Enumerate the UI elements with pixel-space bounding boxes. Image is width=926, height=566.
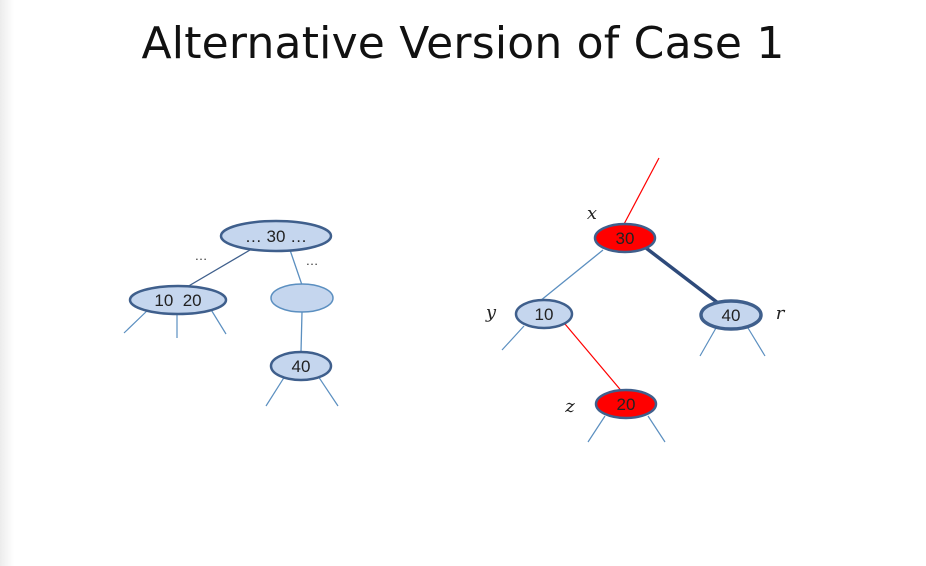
edge-x-to-y [539,249,604,302]
node-empty [270,283,334,313]
leaf-edge [747,327,766,357]
node-40-left-label: 40 [292,357,311,376]
node-x-30: 30 [593,222,657,254]
leaf-edge [587,415,606,443]
edge-x-to-r [644,246,720,305]
right-tree: 30 10 40 20 x y r z [485,157,786,443]
label-r: r [776,303,786,324]
leaf-edge [123,307,151,334]
edge-root-to-empty-node [289,249,303,286]
node-root-30: … 30 … [219,219,333,253]
label-z: z [564,396,575,417]
edge-empty-node-to-40 [300,311,303,353]
node-r-40-label: 40 [722,306,741,325]
leaf-edge [699,327,717,357]
node-40-left: 40 [269,350,333,382]
leaf-edge [209,307,227,335]
label-y: y [485,302,497,323]
leaf-edge [265,375,286,407]
leaf-edge [647,415,666,443]
node-root-30-label: … 30 … [245,227,307,246]
left-tree: … 30 … … … 10 20 40 [123,219,339,407]
node-x-30-label: 30 [616,229,635,248]
slide-edge-shadow [0,0,14,566]
edge-parent-to-x [622,157,660,227]
node-r-40: 40 [699,299,763,331]
label-x: x [587,203,597,224]
node-z-20-label: 20 [617,395,636,414]
left-dots: … [195,248,208,263]
leaf-edge [317,375,339,407]
right-dots: … [306,253,319,268]
node-10-20-label: 10 20 [154,291,201,310]
node-z-20: 20 [594,388,658,420]
node-y-10-label: 10 [535,305,554,324]
slide-title: Alternative Version of Case 1 [141,18,785,69]
edge-y-to-z [564,323,625,395]
leaf-edge [501,325,525,351]
node-y-10: 10 [514,298,574,330]
node-10-20: 10 20 [128,284,228,316]
